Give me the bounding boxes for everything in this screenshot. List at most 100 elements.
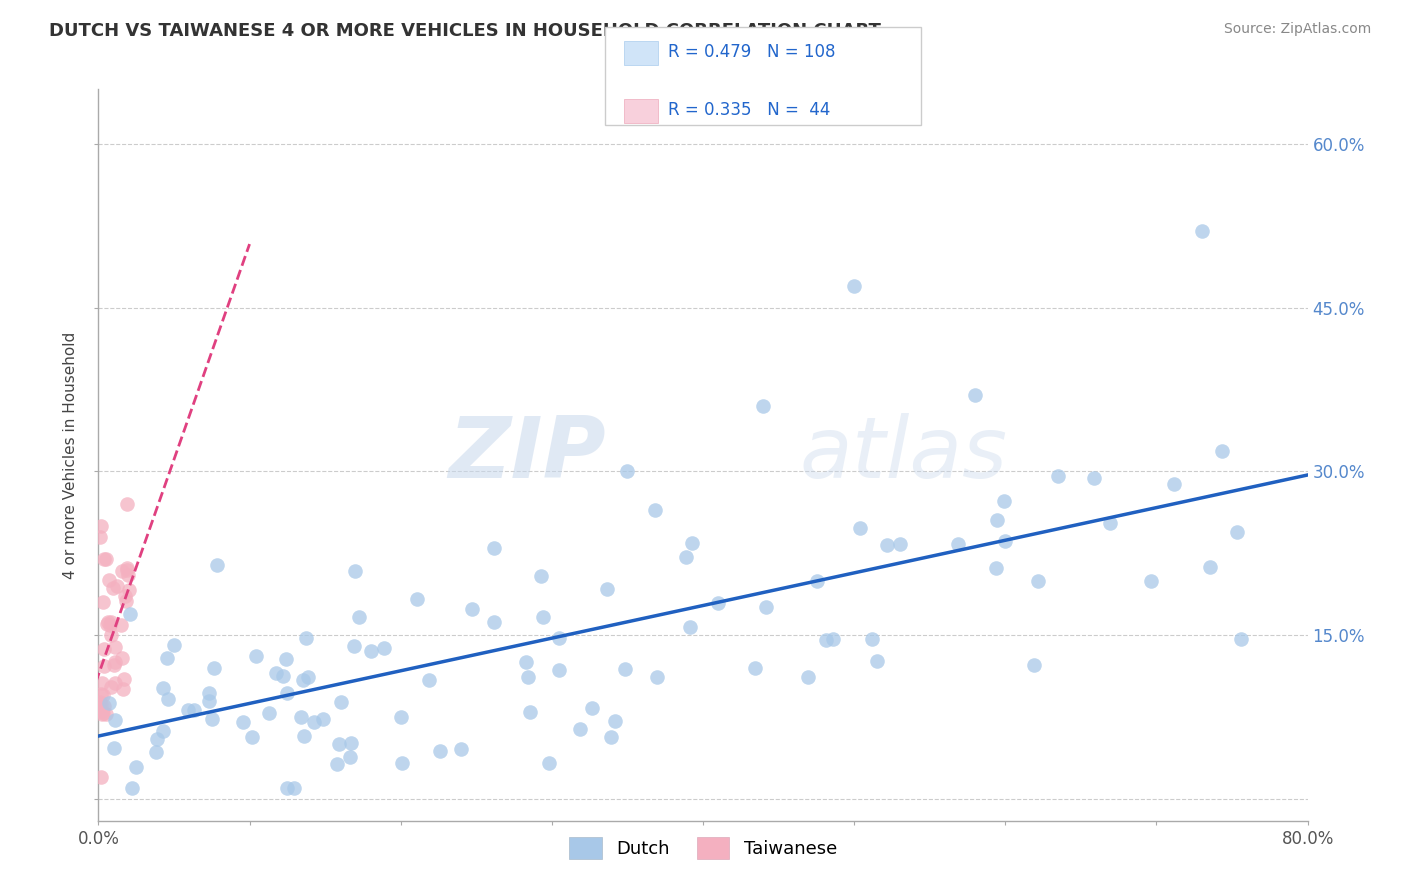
Point bbox=[97, 696, 120, 710]
Point bbox=[343, 640, 366, 654]
Point bbox=[600, 731, 623, 745]
Point bbox=[104, 655, 127, 669]
Point bbox=[986, 513, 1008, 527]
Point bbox=[1026, 574, 1049, 589]
Point bbox=[117, 568, 139, 582]
Point bbox=[96, 617, 118, 632]
Point bbox=[183, 703, 205, 717]
Point bbox=[112, 682, 135, 697]
Point bbox=[111, 650, 134, 665]
Text: atlas: atlas bbox=[800, 413, 1008, 497]
Point bbox=[965, 388, 987, 402]
Point bbox=[120, 607, 142, 621]
Y-axis label: 4 or more Vehicles in Household: 4 or more Vehicles in Household bbox=[63, 331, 79, 579]
Point bbox=[1046, 469, 1069, 483]
Point bbox=[304, 715, 326, 730]
Point bbox=[245, 648, 267, 663]
Point bbox=[274, 652, 297, 666]
Point bbox=[117, 583, 139, 598]
Point bbox=[90, 706, 112, 721]
Point bbox=[1098, 516, 1121, 531]
Point bbox=[568, 722, 591, 736]
Point bbox=[360, 644, 382, 658]
Point bbox=[515, 655, 537, 669]
Point bbox=[339, 750, 361, 764]
Point bbox=[984, 561, 1007, 575]
Point bbox=[91, 706, 114, 721]
Point bbox=[97, 615, 120, 629]
Point bbox=[994, 533, 1017, 548]
Point bbox=[101, 581, 124, 595]
Point bbox=[125, 760, 148, 774]
Text: R = 0.335   N =  44: R = 0.335 N = 44 bbox=[668, 101, 830, 119]
Point bbox=[405, 592, 427, 607]
Point bbox=[283, 780, 305, 795]
Point bbox=[297, 670, 319, 684]
Point bbox=[1199, 559, 1222, 574]
Text: Source: ZipAtlas.com: Source: ZipAtlas.com bbox=[1223, 22, 1371, 37]
Point bbox=[93, 659, 115, 673]
Point bbox=[519, 705, 541, 719]
Point bbox=[93, 642, 115, 657]
Point bbox=[163, 638, 186, 652]
Point bbox=[90, 704, 112, 718]
Point bbox=[114, 589, 136, 603]
Point bbox=[91, 595, 114, 609]
Point bbox=[946, 537, 969, 551]
Point bbox=[156, 650, 179, 665]
Point bbox=[860, 632, 883, 646]
Point bbox=[91, 676, 114, 690]
Point bbox=[111, 564, 134, 578]
Point bbox=[806, 574, 828, 589]
Point bbox=[681, 535, 703, 549]
Point bbox=[115, 563, 138, 577]
Point bbox=[103, 657, 125, 672]
Point bbox=[103, 740, 125, 755]
Point bbox=[114, 594, 136, 608]
Point bbox=[295, 631, 318, 645]
Point bbox=[273, 669, 295, 683]
Point bbox=[89, 699, 111, 714]
Point bbox=[100, 628, 122, 642]
Point bbox=[1163, 477, 1185, 491]
Point bbox=[89, 530, 111, 544]
Point bbox=[482, 541, 505, 555]
Point bbox=[866, 654, 889, 668]
Point bbox=[93, 698, 115, 713]
Point bbox=[461, 602, 484, 616]
Point bbox=[482, 615, 505, 630]
Point bbox=[93, 551, 115, 566]
Point bbox=[91, 688, 114, 702]
Point bbox=[94, 707, 117, 722]
Point bbox=[198, 694, 221, 708]
Point bbox=[100, 680, 122, 694]
Point bbox=[112, 673, 135, 687]
Point bbox=[115, 560, 138, 574]
Point bbox=[177, 702, 200, 716]
Text: ZIP: ZIP bbox=[449, 413, 606, 497]
Point bbox=[110, 617, 132, 632]
Point bbox=[90, 687, 112, 701]
Point bbox=[429, 743, 451, 757]
Point bbox=[744, 661, 766, 675]
Point bbox=[347, 610, 370, 624]
Point bbox=[752, 399, 775, 413]
Point bbox=[530, 568, 553, 582]
Point bbox=[849, 521, 872, 535]
Point bbox=[1140, 574, 1163, 588]
Point bbox=[90, 698, 112, 712]
Point bbox=[344, 564, 367, 578]
Point bbox=[707, 597, 730, 611]
Point bbox=[200, 712, 222, 726]
Point bbox=[547, 663, 569, 677]
Point bbox=[90, 770, 112, 784]
Point bbox=[1211, 444, 1233, 458]
Point bbox=[814, 633, 837, 648]
Point bbox=[754, 600, 776, 615]
Point bbox=[100, 615, 122, 629]
Point bbox=[391, 756, 413, 770]
Point bbox=[152, 681, 174, 696]
Point bbox=[328, 737, 350, 751]
Point bbox=[796, 670, 818, 684]
Point bbox=[821, 632, 844, 646]
